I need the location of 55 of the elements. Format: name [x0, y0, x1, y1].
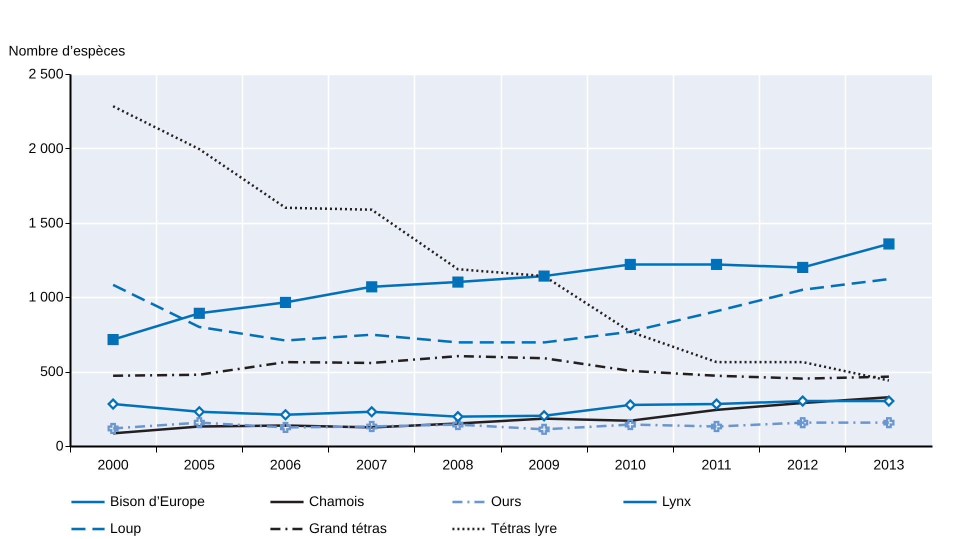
- point: [194, 406, 205, 418]
- point: [452, 276, 464, 288]
- x-tick-label: 2013: [873, 456, 905, 472]
- line-series: [112, 105, 890, 382]
- point: [710, 420, 722, 432]
- point: [280, 409, 292, 420]
- point: [710, 398, 722, 410]
- point: [624, 419, 636, 430]
- point: [366, 281, 378, 292]
- point: [624, 399, 636, 411]
- x-tick-label: 2011: [701, 456, 732, 472]
- point: [452, 411, 464, 422]
- point: [883, 417, 894, 428]
- legend-label: Lynx: [662, 493, 692, 509]
- point: [883, 395, 894, 407]
- x-tick-label: 2005: [184, 456, 216, 472]
- point: [797, 262, 808, 274]
- point: [538, 424, 550, 435]
- point: [108, 334, 119, 346]
- point: [624, 258, 636, 270]
- point: [366, 420, 378, 432]
- point: [797, 417, 808, 428]
- point: [280, 296, 292, 308]
- point: [366, 406, 378, 418]
- legend-label: Ours: [491, 493, 522, 509]
- legend-label: Grand tétras: [309, 520, 387, 536]
- x-tick-label: 2007: [356, 456, 388, 472]
- point: [710, 258, 722, 270]
- point: [108, 398, 119, 410]
- point: [280, 422, 292, 433]
- point: [452, 419, 464, 430]
- point: [194, 417, 205, 428]
- y-tick-label: 1 000: [28, 288, 64, 305]
- y-tick-label: 2 500: [28, 66, 64, 82]
- x-tick-label: 2009: [528, 456, 560, 472]
- x-tick-label: 2012: [787, 456, 818, 472]
- legend-label: Chamois: [309, 493, 364, 509]
- point: [883, 238, 894, 250]
- point: [538, 270, 550, 282]
- y-tick-label: 1 500: [28, 214, 64, 230]
- point: [538, 410, 550, 422]
- y-tick-label: 500: [40, 363, 64, 380]
- legend-label: Tétras lyre: [491, 520, 558, 536]
- x-tick-label: 2008: [442, 456, 474, 472]
- x-tick-label: 2010: [614, 456, 646, 472]
- y-tick-label: 0: [56, 438, 64, 454]
- point: [797, 395, 808, 407]
- legend-label: Bison d’Europe: [110, 493, 206, 509]
- y-axis-title: Nombre d’espèces: [8, 42, 126, 58]
- x-tick-label: 2006: [270, 456, 302, 472]
- y-tick-label: 2 000: [28, 140, 64, 156]
- point: [108, 422, 119, 434]
- point: [194, 308, 205, 319]
- x-tick-label: 2000: [98, 456, 129, 472]
- legend-label: Loup: [110, 520, 142, 536]
